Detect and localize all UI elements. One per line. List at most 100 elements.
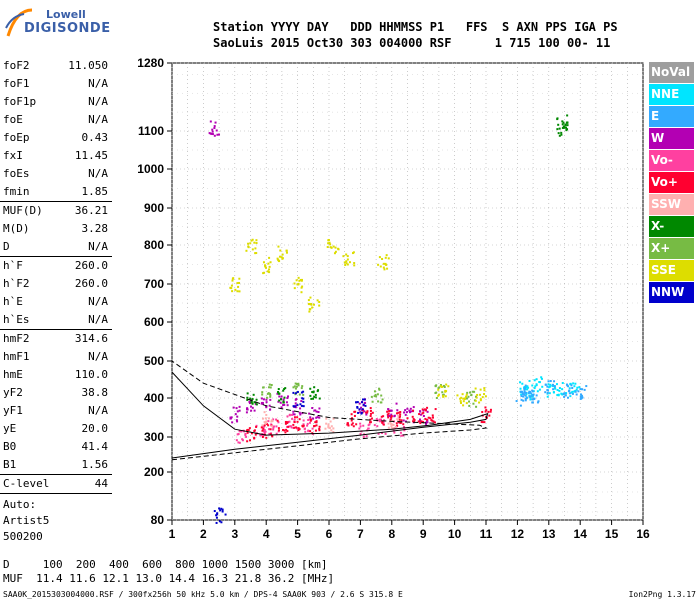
data-point-vo- — [238, 441, 241, 444]
data-point-x- — [250, 401, 253, 404]
legend-item-x-: X+ — [649, 238, 694, 259]
data-point-x- — [563, 126, 566, 129]
data-point-w — [231, 421, 234, 424]
data-point-x- — [251, 402, 254, 405]
data-point-sse — [437, 394, 440, 397]
data-point-nne — [556, 389, 559, 392]
data-point-x- — [565, 121, 568, 124]
data-point-vo- — [353, 414, 356, 417]
data-point-nnw — [362, 403, 365, 406]
param-row-fof1p: foF1p N/A — [0, 93, 112, 111]
data-point-w — [406, 407, 409, 410]
data-point-w — [299, 413, 302, 416]
data-point-w — [295, 398, 298, 401]
data-point-w — [300, 400, 303, 403]
data-point-vo- — [249, 439, 252, 442]
data-point-sse — [386, 267, 389, 270]
data-point-nne — [535, 378, 538, 381]
data-point-x- — [312, 390, 315, 393]
data-point-vo- — [314, 429, 317, 432]
data-point-e — [546, 389, 549, 392]
param-name: hmF2 — [3, 332, 30, 345]
data-point-sse — [447, 385, 450, 388]
legend-item-nne: NNE — [649, 84, 694, 105]
data-point-vo- — [318, 425, 321, 428]
data-point-sse — [484, 395, 487, 398]
data-point-x- — [309, 394, 312, 397]
data-point-nnw — [302, 405, 305, 408]
data-point-vo- — [285, 428, 288, 431]
data-point-w — [211, 130, 214, 133]
data-point-vo- — [302, 419, 305, 422]
data-point-x- — [556, 128, 559, 131]
y-tick-label: 1000 — [137, 162, 164, 176]
data-point-x- — [566, 124, 569, 127]
data-point-sse — [266, 270, 269, 273]
data-point-w — [358, 402, 361, 405]
data-point-w — [253, 409, 256, 412]
data-point-w — [363, 410, 366, 413]
data-point-w — [426, 410, 429, 413]
data-point-vo- — [403, 425, 406, 428]
data-point-vo- — [417, 420, 420, 423]
data-point-w — [246, 407, 249, 410]
data-point-vo- — [411, 415, 414, 418]
data-point-sse — [268, 268, 271, 271]
data-point-w — [418, 420, 421, 423]
data-point-w — [209, 132, 212, 135]
legend-item-ssw: SSW — [649, 194, 694, 215]
data-point-x- — [294, 387, 297, 390]
data-point-vo- — [413, 419, 416, 422]
data-point-x- — [255, 398, 258, 401]
data-point-vo- — [380, 418, 383, 421]
data-point-vo- — [481, 410, 484, 413]
x-tick-label: 10 — [448, 527, 462, 541]
data-point-vo- — [254, 433, 257, 436]
data-point-x- — [374, 393, 377, 396]
data-point-sse — [300, 291, 303, 294]
data-point-ssw — [390, 425, 393, 428]
data-point-x- — [380, 401, 383, 404]
data-point-nnw — [215, 516, 218, 519]
data-point-nne — [533, 387, 536, 390]
data-point-e — [571, 387, 574, 390]
data-point-e — [527, 392, 530, 395]
data-point-vo- — [369, 421, 372, 424]
data-point-x- — [314, 396, 317, 399]
data-point-w — [213, 125, 216, 128]
data-point-sse — [479, 399, 482, 402]
data-point-nne — [519, 387, 522, 390]
x-tick-label: 8 — [388, 527, 395, 541]
data-point-vo- — [297, 427, 300, 430]
data-point-sse — [277, 258, 280, 261]
param-name: fxI — [3, 149, 23, 162]
data-point-nne — [519, 381, 522, 384]
data-point-ssw — [330, 429, 333, 432]
data-point-w — [294, 406, 297, 409]
param-row-ye: yE 20.0 — [0, 420, 112, 438]
data-point-x- — [558, 127, 561, 130]
data-point-vo- — [268, 428, 271, 431]
data-point-w — [308, 412, 311, 415]
data-point-sse — [269, 261, 272, 264]
data-point-e — [524, 397, 527, 400]
data-point-sse — [345, 262, 348, 265]
data-point-vo- — [314, 421, 317, 424]
data-point-w — [301, 412, 304, 415]
data-point-vo- — [362, 424, 365, 427]
data-point-vo- — [268, 432, 271, 435]
data-point-vo- — [489, 410, 492, 413]
data-point-sse — [462, 400, 465, 403]
data-point-x- — [318, 397, 321, 400]
data-point-nne — [578, 386, 581, 389]
data-point-sse — [278, 255, 281, 258]
data-point-vo- — [398, 418, 401, 421]
data-point-vo- — [262, 434, 265, 437]
data-point-vo- — [421, 412, 424, 415]
data-point-w — [387, 408, 390, 411]
data-point-vo- — [277, 429, 280, 432]
data-point-ssw — [327, 424, 330, 427]
data-point-nnw — [218, 507, 221, 510]
data-point-ssw — [270, 420, 273, 423]
data-point-x- — [267, 386, 270, 389]
